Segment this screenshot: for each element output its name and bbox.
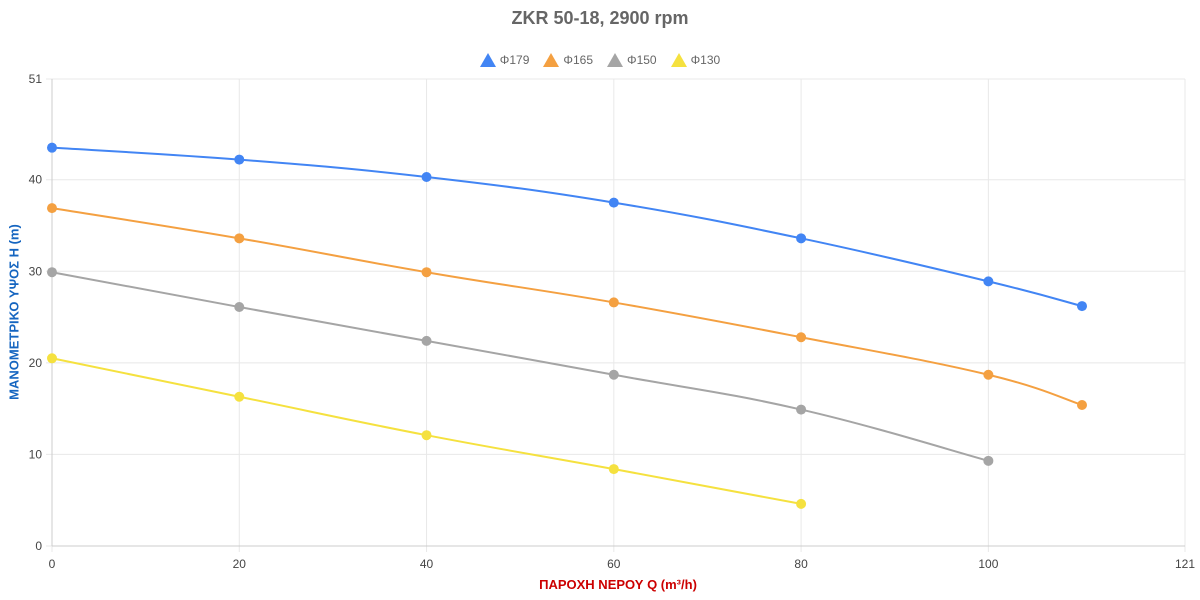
x-tick-label: 40 (420, 557, 434, 571)
x-tick-label: 60 (607, 557, 621, 571)
y-tick-label: 10 (29, 447, 43, 461)
data-point[interactable] (234, 391, 245, 402)
x-axis-label: ΠΑΡΟΧΗ ΝΕΡΟΥ Q (m³/h) (539, 577, 697, 592)
x-tick-label: 121 (1175, 557, 1195, 571)
data-point[interactable] (983, 276, 994, 287)
legend-item[interactable]: Φ165 (543, 53, 593, 67)
chart-title: ZKR 50-18, 2900 rpm (511, 8, 689, 28)
data-point[interactable] (608, 464, 619, 475)
y-tick-label: 0 (35, 539, 42, 553)
y-tick-label: 40 (29, 173, 43, 187)
data-point[interactable] (421, 267, 432, 278)
legend-item[interactable]: Φ130 (670, 53, 721, 67)
x-tick-label: 100 (978, 557, 998, 571)
data-point[interactable] (796, 233, 807, 244)
triangle-icon (670, 53, 687, 67)
data-point[interactable] (608, 369, 619, 380)
chart-legend: Φ179 Φ165 Φ150 Φ130 (0, 53, 1200, 67)
series-line-Φ165 (51, 207, 1083, 406)
y-tick-label: 20 (29, 356, 43, 370)
data-point[interactable] (796, 404, 807, 415)
data-point[interactable] (983, 369, 994, 380)
data-point[interactable] (421, 171, 432, 182)
data-point[interactable] (47, 353, 57, 364)
triangle-icon (543, 53, 560, 67)
x-tick-label: 80 (794, 557, 808, 571)
x-tick-label: 20 (233, 557, 247, 571)
legend-label: Φ179 (499, 53, 530, 67)
data-point[interactable] (234, 154, 245, 165)
legend-label: Φ150 (627, 53, 657, 67)
data-point[interactable] (234, 302, 245, 313)
legend-label: Φ130 (690, 53, 721, 67)
data-point[interactable] (608, 197, 619, 208)
y-tick-label: 51 (29, 72, 43, 86)
legend-label: Φ165 (563, 53, 593, 67)
data-point[interactable] (608, 297, 619, 308)
triangle-icon (479, 53, 496, 67)
data-point[interactable] (47, 203, 57, 214)
data-point[interactable] (1077, 301, 1087, 312)
data-point[interactable] (421, 335, 432, 346)
x-tick-label: 0 (49, 557, 56, 571)
data-point[interactable] (1077, 399, 1087, 410)
data-point[interactable] (421, 430, 432, 441)
data-point[interactable] (796, 332, 807, 343)
data-point[interactable] (47, 142, 57, 153)
data-point[interactable] (983, 455, 994, 466)
y-tick-label: 30 (29, 264, 43, 278)
triangle-icon (607, 53, 623, 67)
y-axis-label: ΜΑΝΟΜΕΤΡΙΚΟ ΥΨΟΣ Η (m) (6, 224, 22, 400)
series-line-Φ179 (51, 146, 1083, 308)
data-point[interactable] (234, 233, 245, 244)
data-point[interactable] (47, 267, 57, 278)
legend-item[interactable]: Φ179 (479, 53, 530, 67)
series-line-Φ150 (51, 271, 989, 462)
legend-item[interactable]: Φ150 (607, 53, 657, 67)
data-point[interactable] (796, 498, 807, 509)
